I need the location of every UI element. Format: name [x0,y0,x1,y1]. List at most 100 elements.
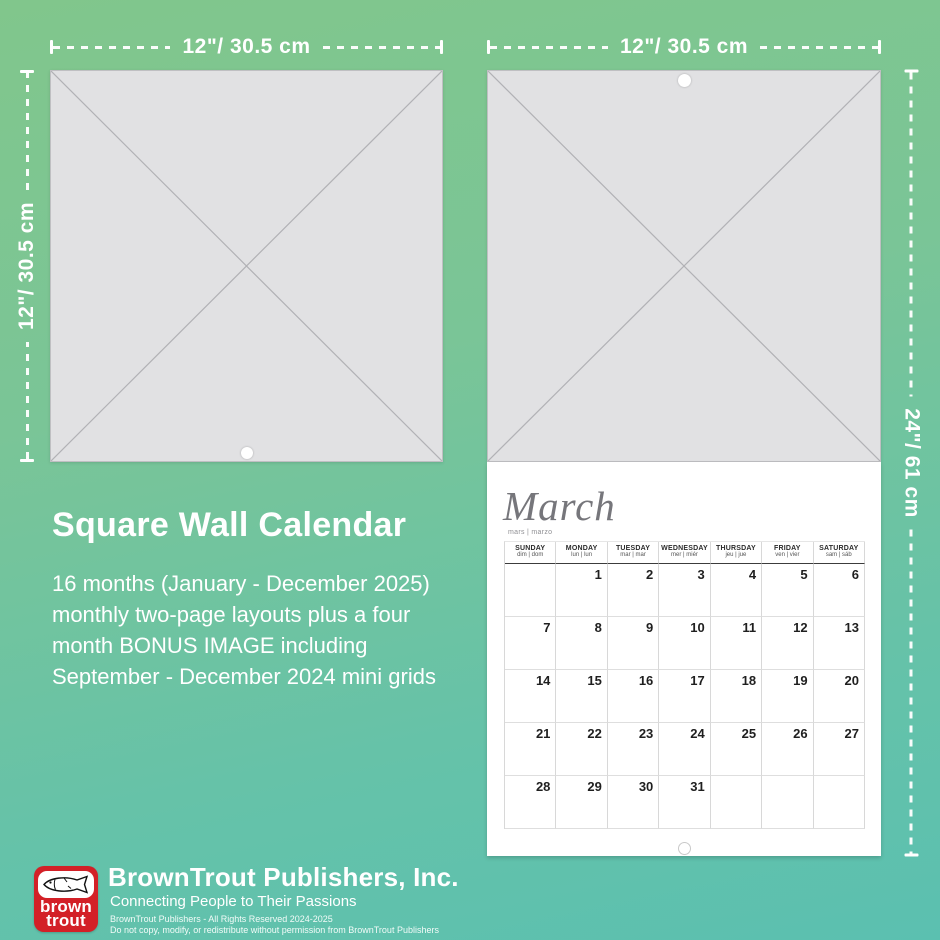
weekday-name: MONDAY [565,545,598,552]
dimension-cover-width: 12"/ 30.5 cm [50,34,444,60]
dimension-dashed-line [25,342,29,459]
company-name: BrownTrout Publishers, Inc. [108,862,459,892]
dimension-dashed-line [53,45,171,49]
day-cell: 25 [710,723,763,776]
browntrout-logo: brown trout [34,866,98,932]
day-cell [505,564,557,617]
weekday-sub: mer | miér [671,552,698,558]
day-cell: 13 [813,617,865,670]
top-page-image-placeholder [487,70,881,462]
dimension-tick [20,69,34,73]
description-line: 16 months (January - December 2025) [52,571,430,596]
weekday-header: THURSDAY jeu | jue [710,542,763,564]
description-line: month BONUS IMAGE including [52,633,368,658]
day-cell: 16 [607,670,660,723]
day-cell: 2 [607,564,660,617]
dimension-dashed-line [910,72,913,397]
day-cell: 12 [762,617,814,670]
day-cell: 15 [556,670,608,723]
dimension-tick [20,459,34,462]
description-line: monthly two-page layouts plus a four [52,602,411,627]
weekday-header: WEDNESDAY mer | miér [659,542,711,564]
dimension-tick [487,40,490,54]
weekday-header: MONDAY lun | lun [556,542,608,564]
weekday-header: FRIDAY ven | vier [762,542,814,564]
month-grid: SUNDAY dim | dom MONDAY lun | lun TUESDAY m… [504,541,865,829]
hanger-hole [677,842,691,855]
description-line: September - December 2024 mini grids [52,664,436,689]
day-cell: 3 [659,564,711,617]
dimension-dashed-line [25,72,29,190]
dimension-tick [878,40,882,54]
page-title: Square Wall Calendar [52,506,407,544]
day-cell: 23 [607,723,660,776]
day-cell: 7 [505,617,557,670]
day-cell: 30 [607,776,660,829]
day-cell: 18 [710,670,763,723]
dimension-cover-height: 12"/ 30.5 cm [14,69,40,462]
weekday-name: THURSDAY [715,545,756,552]
hanger-hole [240,447,253,459]
day-cell: 20 [813,670,865,723]
dimension-tick [904,853,919,857]
dimension-dashed-line [760,45,879,49]
day-cell: 21 [505,723,557,776]
day-cell: 10 [659,617,711,670]
dimension-label: 12"/ 30.5 cm [619,35,749,58]
day-cell: 29 [556,776,608,829]
day-cell: 26 [762,723,814,776]
day-cell: 6 [813,564,865,617]
day-cell: 27 [813,723,865,776]
logo-word-brown: brown [40,897,92,916]
weekday-sub: jeu | jue [725,552,747,558]
day-cell: 14 [505,670,557,723]
weekday-sub: ven | vier [775,552,800,558]
day-cell [813,776,865,829]
hanger-hole [677,74,691,87]
weekday-name: SUNDAY [515,545,546,552]
day-cell [762,776,814,829]
weekday-sub: dim | dom [517,552,544,558]
placeholder-x-icon [488,71,880,461]
product-description: 16 months (January - December 2025) mont… [52,568,482,692]
dimension-open-width: 12"/ 30.5 cm [487,34,882,60]
weekday-sub: sam | sáb [825,552,852,558]
weekday-header: SATURDAY sam | sáb [813,542,865,564]
logo-word-trout: trout [46,911,86,930]
weekday-name: WEDNESDAY [661,545,708,552]
weekday-name: SATURDAY [819,545,859,552]
weekday-header: SUNDAY dim | dom [505,542,557,564]
dimension-label: 12"/ 30.5 cm [182,35,311,58]
month-title: March [503,483,616,529]
weekday-name: TUESDAY [615,545,651,552]
day-cell: 4 [710,564,763,617]
dimension-label: 12"/ 30.5 cm [15,201,38,331]
day-cell: 22 [556,723,608,776]
dimension-dashed-line [910,529,913,854]
dimension-dashed-line [490,45,608,49]
weekday-name: FRIDAY [774,545,801,552]
day-cell [710,776,763,829]
day-cell: 11 [710,617,763,670]
cover-image-placeholder [50,70,443,462]
day-cell: 1 [556,564,608,617]
weekday-sub: mar | mar [620,552,646,558]
day-cell: 24 [659,723,711,776]
day-cell: 8 [556,617,608,670]
weekday-sub: lun | lun [571,552,593,558]
copyright-notice: Do not copy, modify, or redistribute wit… [110,925,439,935]
dimension-open-height: 24"/ 61 cm [899,69,925,857]
calendar-grid-page: March mars | marzo SUNDAY dim | dom MONDA… [487,462,881,856]
day-cell: 9 [607,617,660,670]
dimension-tick [440,40,444,54]
placeholder-x-icon [51,71,442,461]
fish-icon [38,871,94,898]
company-tagline: Connecting People to Their Passions [110,893,357,910]
weekday-header: TUESDAY mar | mar [607,542,660,564]
day-cell: 28 [505,776,557,829]
day-cell: 17 [659,670,711,723]
dimension-dashed-line [322,45,441,49]
dimension-label: 24"/ 61 cm [900,408,924,518]
dimension-tick [50,40,53,54]
